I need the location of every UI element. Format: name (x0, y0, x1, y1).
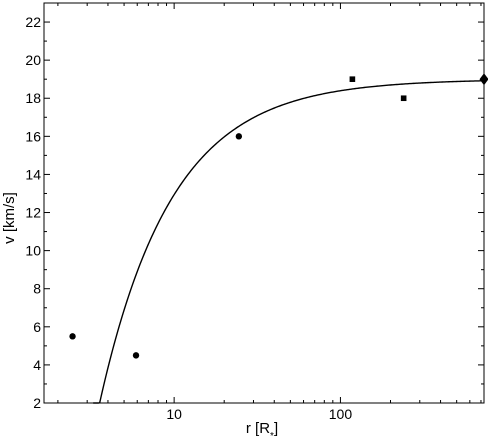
x-tick-label: 100 (329, 406, 353, 422)
model-curve-line (93, 80, 485, 404)
data-point-square (349, 76, 356, 82)
y-tick-label: 16 (25, 128, 41, 144)
plot-frame (43, 2, 485, 404)
data-point-diamond (479, 73, 488, 86)
y-tick-label: 20 (25, 52, 41, 68)
data-point-circle (132, 352, 140, 359)
y-tick-label: 2 (33, 395, 41, 411)
x-tick-label: 10 (166, 406, 182, 422)
y-tick-label: 6 (33, 319, 41, 335)
y-tick-label: 10 (25, 243, 41, 259)
x-axis-label: r [R*] (246, 420, 278, 439)
y-axis-label: v [km/s] (1, 192, 18, 244)
y-tick-label: 18 (25, 90, 41, 106)
data-markers (69, 73, 488, 359)
axis-ticks (44, 3, 484, 404)
y-tick-label: 14 (25, 166, 41, 182)
y-tick-label: 12 (25, 205, 41, 221)
y-tick-label: 8 (33, 281, 41, 297)
data-point-circle (235, 133, 243, 140)
y-tick-label: 22 (25, 14, 41, 30)
y-tick-label: 4 (33, 357, 41, 373)
data-point-circle (69, 333, 76, 340)
axis-tick-labels: 2 4 6 8 10 12 14 16 18 20 22 10 100 (25, 14, 352, 422)
data-point-square (400, 95, 407, 102)
